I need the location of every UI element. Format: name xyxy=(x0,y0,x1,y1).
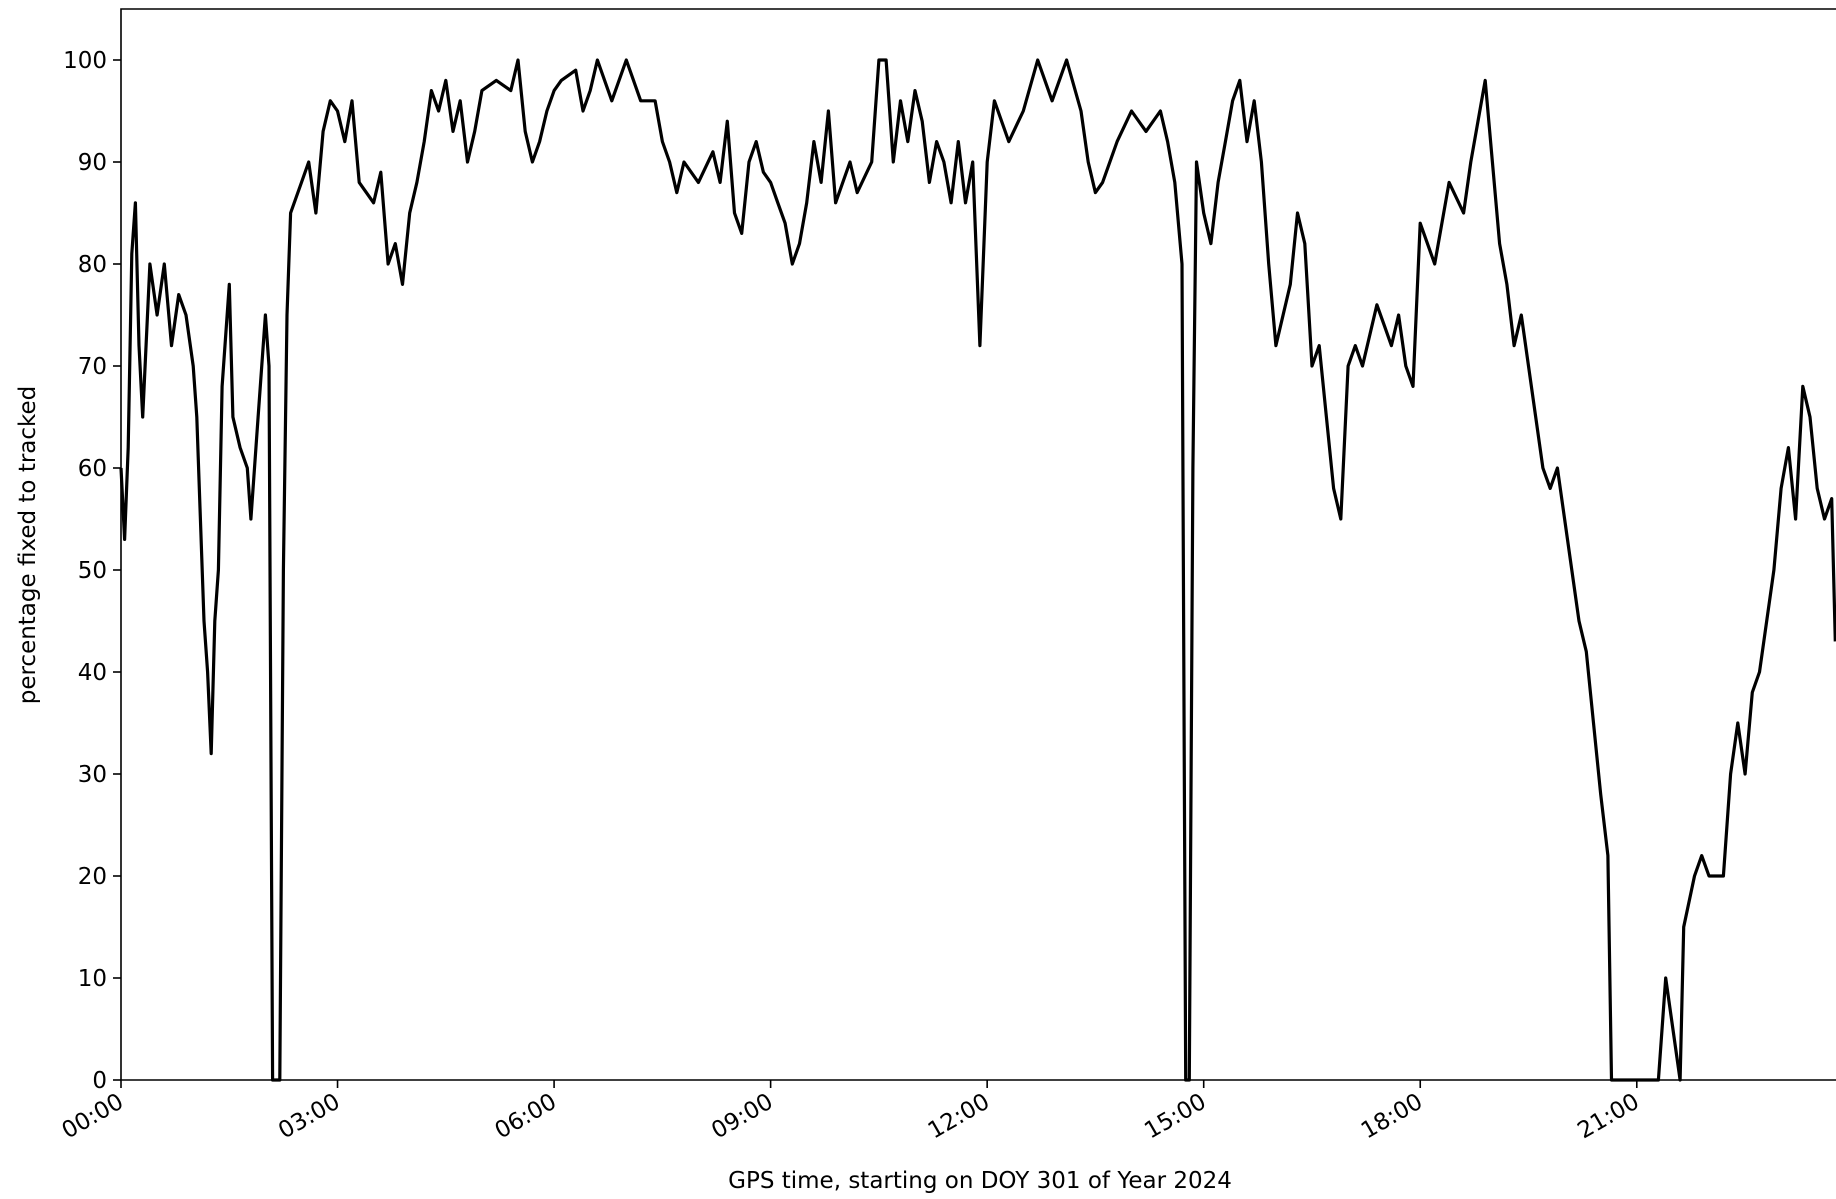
x-axis-label: GPS time, starting on DOY 301 of Year 20… xyxy=(728,1168,1232,1194)
x-tick-label: 21:00 xyxy=(1573,1089,1643,1145)
y-tick-label: 60 xyxy=(78,456,107,482)
y-tick-label: 10 xyxy=(78,966,107,992)
y-tick-label: 50 xyxy=(78,558,107,584)
y-axis-label: percentage fixed to tracked xyxy=(15,386,41,705)
x-tick-label: 03:00 xyxy=(274,1089,344,1145)
y-tick-label: 90 xyxy=(78,150,107,176)
y-tick-label: 70 xyxy=(78,354,107,380)
x-tick-label: 12:00 xyxy=(924,1089,994,1145)
axes-frame xyxy=(120,8,1836,1081)
y-tick-label: 80 xyxy=(78,252,107,278)
x-tick-label: 06:00 xyxy=(491,1089,561,1145)
y-tick-label: 0 xyxy=(92,1068,107,1094)
y-tick-label: 100 xyxy=(63,48,107,74)
x-tick-label: 00:00 xyxy=(58,1089,128,1145)
x-tick-label: 15:00 xyxy=(1140,1089,1210,1145)
data-line xyxy=(119,58,1836,1082)
y-tick-label: 30 xyxy=(78,762,107,788)
y-tick-label: 40 xyxy=(78,660,107,686)
x-tick-label: 09:00 xyxy=(707,1089,777,1145)
x-tick-label: 18:00 xyxy=(1357,1089,1427,1145)
y-tick-label: 20 xyxy=(78,864,107,890)
